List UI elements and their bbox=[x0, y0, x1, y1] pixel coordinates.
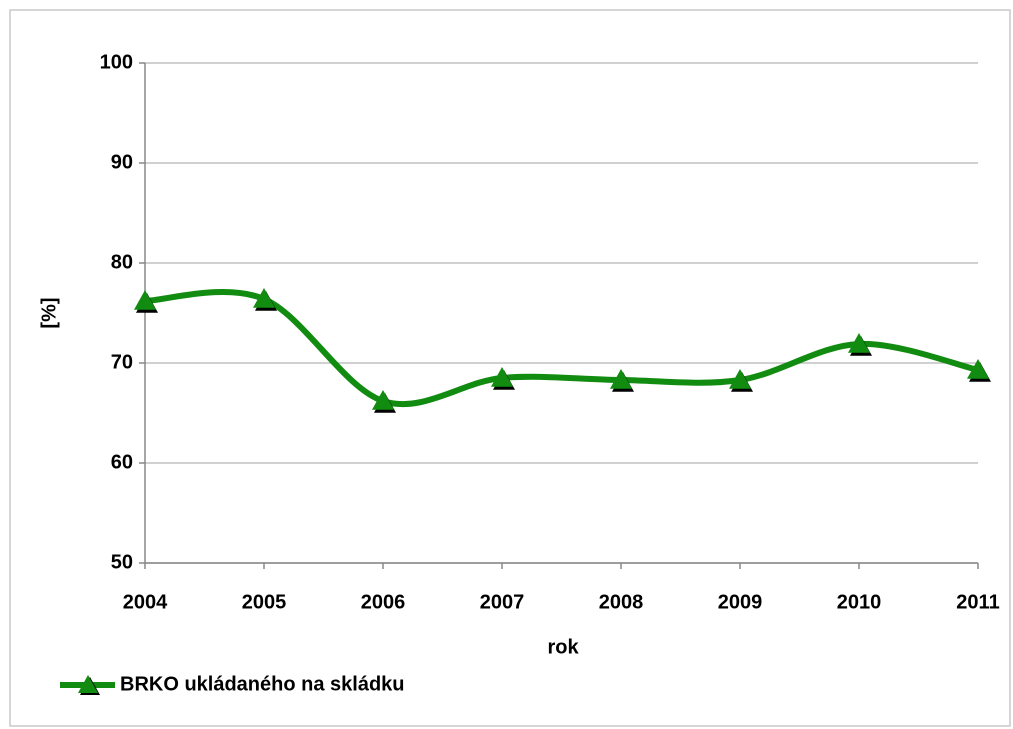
marker bbox=[967, 359, 989, 379]
marker bbox=[253, 288, 275, 308]
marker bbox=[848, 333, 870, 353]
x-tick-label: 2008 bbox=[599, 591, 644, 613]
y-tick-label: 50 bbox=[111, 551, 133, 573]
x-tick-label: 2011 bbox=[956, 591, 999, 613]
marker bbox=[372, 390, 394, 410]
x-tick-label: 2009 bbox=[718, 591, 763, 613]
y-tick-label: 100 bbox=[100, 51, 133, 73]
y-tick-label: 60 bbox=[111, 451, 133, 473]
marker bbox=[729, 369, 751, 389]
legend-label: BRKO ukládaného na skládku bbox=[120, 673, 405, 695]
x-tick-label: 2007 bbox=[480, 591, 525, 613]
y-tick-label: 70 bbox=[111, 351, 133, 373]
y-axis-label: [%] bbox=[38, 297, 60, 328]
x-tick-label: 2005 bbox=[242, 591, 287, 613]
x-tick-label: 2004 bbox=[123, 591, 168, 613]
x-tick-label: 2010 bbox=[837, 591, 882, 613]
y-tick-label: 80 bbox=[111, 251, 133, 273]
marker bbox=[134, 290, 156, 310]
marker bbox=[610, 369, 632, 389]
series-line bbox=[144, 289, 979, 408]
x-tick-label: 2006 bbox=[361, 591, 406, 613]
marker bbox=[491, 367, 513, 387]
y-tick-label: 90 bbox=[111, 151, 133, 173]
chart-frame bbox=[9, 9, 1011, 727]
legend-marker bbox=[78, 675, 98, 693]
x-axis-label: rok bbox=[547, 636, 579, 658]
